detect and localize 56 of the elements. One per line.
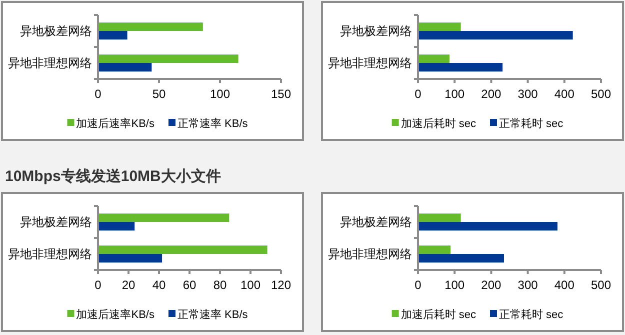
bar: [98, 254, 162, 262]
y-tick-label: 异地极差网络: [340, 24, 412, 38]
y-tick-label: 异地非理想网络: [328, 247, 412, 261]
bar: [418, 63, 503, 72]
x-tick-label: 150: [270, 87, 292, 101]
x-tick-label: 100: [444, 87, 465, 101]
bar: [98, 214, 230, 222]
bar: [98, 54, 238, 63]
x-tick-label: 60: [182, 278, 196, 292]
bar: [418, 246, 451, 254]
x-tick-label: 500: [590, 87, 612, 101]
y-tick-label: 异地非理想网络: [328, 56, 412, 70]
x-tick-label: 100: [240, 278, 261, 292]
bar: [98, 63, 152, 72]
x-tick-label: 500: [590, 278, 612, 292]
x-tick-label: 0: [94, 278, 102, 292]
x-tick-label: 50: [152, 87, 166, 101]
y-tick-label: 异地极差网络: [340, 215, 412, 229]
bar: [418, 222, 558, 230]
x-tick-label: 400: [554, 278, 575, 292]
bar: [98, 246, 268, 254]
bar: [418, 54, 450, 63]
bar: [418, 31, 573, 40]
legend-label: 加速后速率KB/s: [76, 117, 155, 130]
x-tick-label: 40: [152, 278, 166, 292]
legend-label: 正常耗时 sec: [499, 117, 564, 130]
x-tick-label: 100: [444, 278, 465, 292]
x-tick-label: 0: [414, 278, 422, 292]
bar: [418, 254, 504, 262]
x-tick-label: 400: [554, 87, 575, 101]
legend-label: 加速后耗时 sec: [400, 308, 476, 321]
x-tick-label: 200: [481, 87, 502, 101]
x-tick-label: 100: [210, 87, 230, 101]
x-tick-label: 200: [481, 278, 502, 292]
chart-title: 10Mbps专线发送10MB大小文件: [5, 168, 221, 185]
x-tick-label: 20: [122, 278, 136, 292]
y-tick-label: 异地极差网络: [20, 24, 92, 38]
x-tick-label: 0: [94, 87, 102, 101]
bar: [98, 22, 203, 31]
bar: [418, 22, 461, 31]
legend-label: 加速后速率KB/s: [76, 308, 155, 321]
legend-label: 正常速率 KB/s: [177, 117, 248, 130]
x-tick-label: 120: [270, 278, 292, 292]
bar: [418, 214, 461, 222]
legend-label: 正常耗时 sec: [499, 308, 564, 321]
bar: [98, 31, 128, 40]
legend-label: 正常速率 KB/s: [177, 308, 248, 321]
y-tick-label: 异地极差网络: [20, 215, 92, 229]
bar: [98, 222, 135, 230]
x-tick-label: 0: [414, 87, 422, 101]
y-tick-label: 异地非理想网络: [8, 247, 92, 261]
x-tick-label: 300: [518, 278, 538, 292]
x-tick-label: 80: [213, 278, 227, 292]
legend-label: 加速后耗时 sec: [400, 117, 476, 130]
y-tick-label: 异地非理想网络: [8, 56, 92, 70]
x-tick-label: 300: [518, 87, 538, 101]
